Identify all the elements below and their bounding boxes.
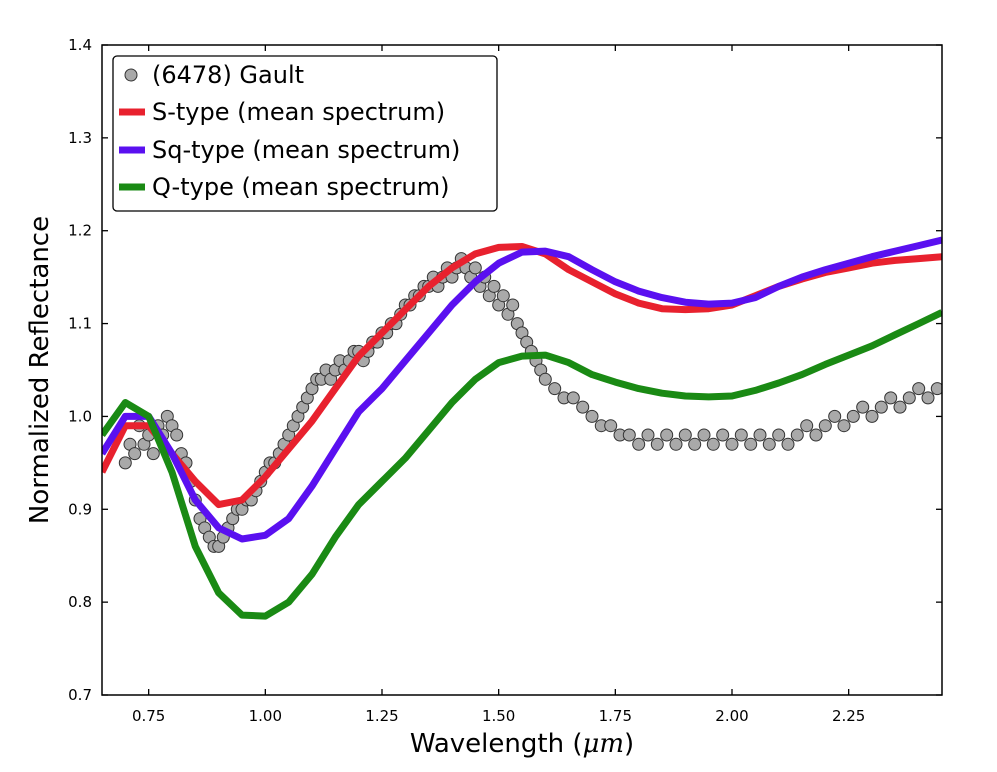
scatter-point: [496, 289, 510, 303]
scatter-point: [874, 400, 888, 414]
y-tick-label: 1.1: [68, 315, 92, 333]
scatter-point: [706, 437, 720, 451]
legend: (6478) Gault S-type (mean spectrum) Sq-typ…: [112, 55, 498, 212]
scatter-point: [576, 400, 590, 414]
scatter-point: [856, 400, 870, 414]
legend-label-2: Sq-type (mean spectrum): [152, 136, 460, 164]
scatter-point: [697, 428, 711, 442]
scatter-point: [762, 437, 776, 451]
x-tick-label: 0.75: [132, 707, 165, 725]
series-line-1: [102, 243, 942, 509]
x-axis-title-prefix: Wavelength (: [410, 729, 583, 759]
scatter-point: [893, 400, 907, 414]
scatter-point: [884, 391, 898, 405]
scatter-point: [506, 298, 520, 312]
scatter-point: [604, 419, 618, 433]
legend-marker-scatter: [124, 68, 138, 82]
scatter-point: [118, 456, 132, 470]
y-tick-label: 0.9: [68, 500, 92, 518]
scatter-point: [800, 419, 814, 433]
scatter-point: [912, 382, 926, 396]
y-tick-label: 1.2: [68, 222, 92, 240]
legend-box: [112, 55, 498, 212]
y-tick-label: 1.4: [68, 36, 92, 54]
scatter-point: [716, 428, 730, 442]
scatter-point: [902, 391, 916, 405]
scatter-point: [865, 409, 879, 423]
scatter-point: [921, 391, 935, 405]
x-tick-label: 1.50: [482, 707, 515, 725]
scatter-point: [781, 437, 795, 451]
scatter-series: [118, 252, 942, 553]
scatter-point: [585, 409, 599, 423]
scatter-point: [744, 437, 758, 451]
legend-label-1: S-type (mean spectrum): [152, 98, 445, 126]
scatter-point: [753, 428, 767, 442]
scatter-point: [566, 391, 580, 405]
y-tick-label: 0.8: [68, 593, 92, 611]
series-line-3: [102, 309, 942, 620]
y-tick-label: 1.3: [68, 129, 92, 147]
scatter-point: [734, 428, 748, 442]
scatter-point: [678, 428, 692, 442]
scatter-point: [669, 437, 683, 451]
scatter-point: [170, 428, 184, 442]
scatter-point: [128, 447, 142, 461]
scatter-point: [809, 428, 823, 442]
x-tick-label: 2.25: [832, 707, 865, 725]
scatter-point: [725, 437, 739, 451]
scatter-point: [660, 428, 674, 442]
scatter-point: [790, 428, 804, 442]
y-axis-title: Normalized Reflectance: [25, 216, 55, 524]
x-axis-title: Wavelength (μm): [410, 729, 634, 759]
plot-area: [102, 236, 942, 620]
x-tick-label: 1.25: [365, 707, 398, 725]
scatter-point: [772, 428, 786, 442]
scatter-point: [818, 419, 832, 433]
x-tick-label: 1.00: [249, 707, 282, 725]
x-axis-title-suffix: ): [624, 729, 634, 759]
axes: 0.75 1.00 1.25 1.50 1.75 2.00 2.25 0.7 0.8 0.9 1.0…: [25, 36, 943, 759]
scatter-point: [632, 437, 646, 451]
scatter-point: [650, 437, 664, 451]
plot-frame: [101, 44, 943, 696]
scatter-point: [622, 428, 636, 442]
scatter-point: [837, 419, 851, 433]
scatter-point: [468, 261, 482, 275]
scatter-point: [688, 437, 702, 451]
scatter-point: [548, 382, 562, 396]
x-tick-label: 2.00: [715, 707, 748, 725]
legend-label-scatter: (6478) Gault: [152, 61, 304, 89]
scatter-point: [846, 409, 860, 423]
scatter-point: [487, 279, 501, 293]
y-tick-label: 1.0: [68, 407, 92, 425]
x-tick-label: 1.75: [599, 707, 632, 725]
scatter-point: [930, 382, 942, 396]
y-tick-label: 0.7: [68, 686, 92, 704]
series-line-2: [102, 236, 942, 543]
x-axis-title-unit: μm: [582, 729, 624, 759]
legend-label-3: Q-type (mean spectrum): [152, 173, 449, 201]
scatter-point: [641, 428, 655, 442]
scatter-point: [538, 372, 552, 386]
scatter-point: [828, 409, 842, 423]
scatter-point: [146, 447, 160, 461]
